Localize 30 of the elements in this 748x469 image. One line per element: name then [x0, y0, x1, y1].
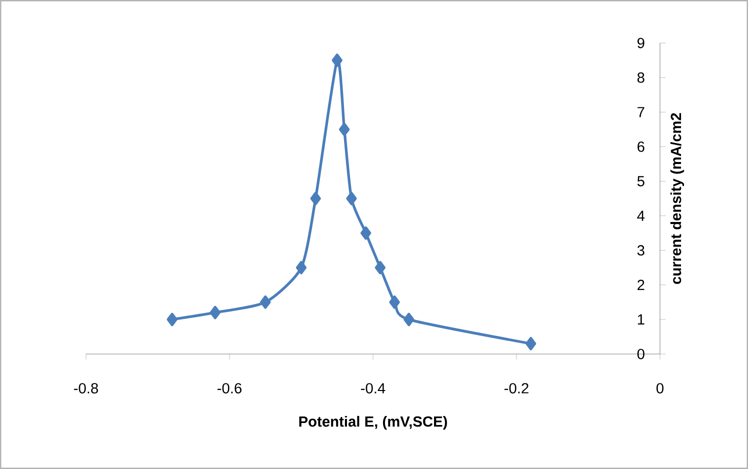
point	[260, 296, 271, 309]
point	[526, 336, 536, 350]
point	[338, 122, 350, 136]
point	[374, 260, 386, 274]
x-axis-title: Potential E, (mV,SCE)	[299, 416, 447, 430]
x-tick-label: -0.4	[361, 383, 386, 394]
x-tick-label: -0.2	[504, 383, 528, 394]
x-tick-label: 0	[656, 383, 664, 394]
y-tick-label: 2	[638, 280, 644, 290]
x-tick-label: -0.8	[74, 383, 98, 394]
point	[296, 260, 307, 274]
y-tick-label: 5	[637, 176, 644, 186]
y-tick-label: 6	[638, 142, 644, 152]
y-tick-label: 9	[638, 38, 644, 48]
y-axis-title: current density (mA/cm2	[670, 113, 684, 284]
y-tick-label: 4	[637, 210, 645, 221]
y-tick-label: 7	[638, 107, 644, 118]
point	[360, 226, 372, 240]
y-tick-label: 0	[637, 348, 644, 360]
x-tick-label: -0.6	[218, 383, 242, 394]
point	[346, 192, 357, 206]
point	[210, 306, 220, 320]
point	[404, 312, 414, 326]
point	[389, 296, 400, 309]
point	[166, 312, 178, 326]
y-tick-label: 3	[637, 245, 644, 256]
y-tick-label: 1	[638, 314, 644, 324]
point	[332, 54, 342, 67]
point	[310, 192, 321, 206]
y-tick-label: 8	[637, 72, 644, 83]
